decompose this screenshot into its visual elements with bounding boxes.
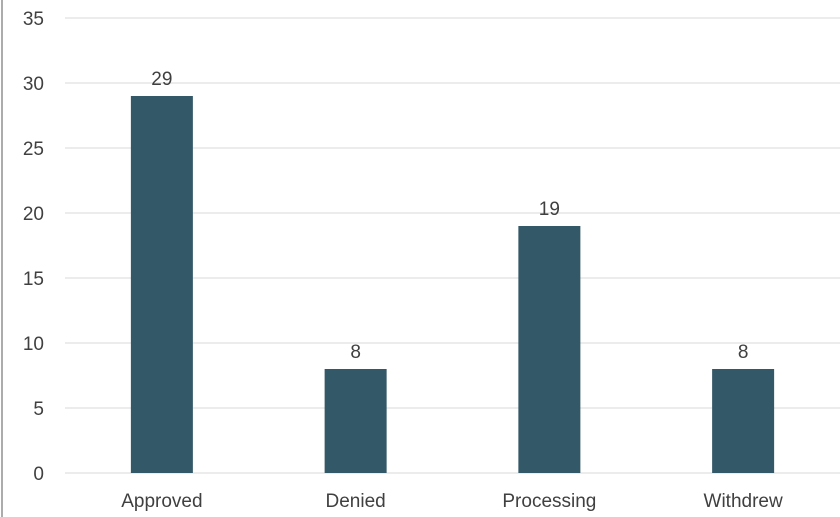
y-tick-label-20: 20 bbox=[23, 204, 44, 225]
y-axis-tick-labels: 0 5 10 15 20 25 30 35 bbox=[23, 9, 44, 485]
y-tick-label-0: 0 bbox=[33, 464, 44, 485]
gridlines bbox=[65, 17, 840, 474]
bar-approved bbox=[130, 96, 193, 473]
y-tick-label-15: 15 bbox=[23, 269, 44, 290]
y-tick-label-35: 35 bbox=[23, 9, 44, 30]
bar-denied bbox=[324, 369, 387, 473]
data-label-withdrew: 8 bbox=[738, 342, 749, 363]
x-axis-category-labels: Approved Denied Processing Withdrew bbox=[121, 491, 783, 512]
y-tick-label-10: 10 bbox=[23, 334, 44, 355]
data-labels: 29 8 19 8 bbox=[151, 69, 748, 363]
y-tick-label-25: 25 bbox=[23, 139, 44, 160]
category-label-approved: Approved bbox=[121, 491, 202, 512]
data-label-processing: 19 bbox=[539, 199, 560, 220]
y-tick-label-30: 30 bbox=[23, 74, 44, 95]
category-label-withdrew: Withdrew bbox=[704, 491, 783, 512]
bars bbox=[130, 96, 775, 473]
data-label-denied: 8 bbox=[350, 342, 361, 363]
y-tick-label-5: 5 bbox=[33, 399, 44, 420]
category-label-processing: Processing bbox=[502, 491, 596, 512]
bar-withdrew bbox=[712, 369, 775, 473]
category-label-denied: Denied bbox=[326, 491, 386, 512]
bar-processing bbox=[518, 226, 581, 473]
data-label-approved: 29 bbox=[151, 69, 172, 90]
